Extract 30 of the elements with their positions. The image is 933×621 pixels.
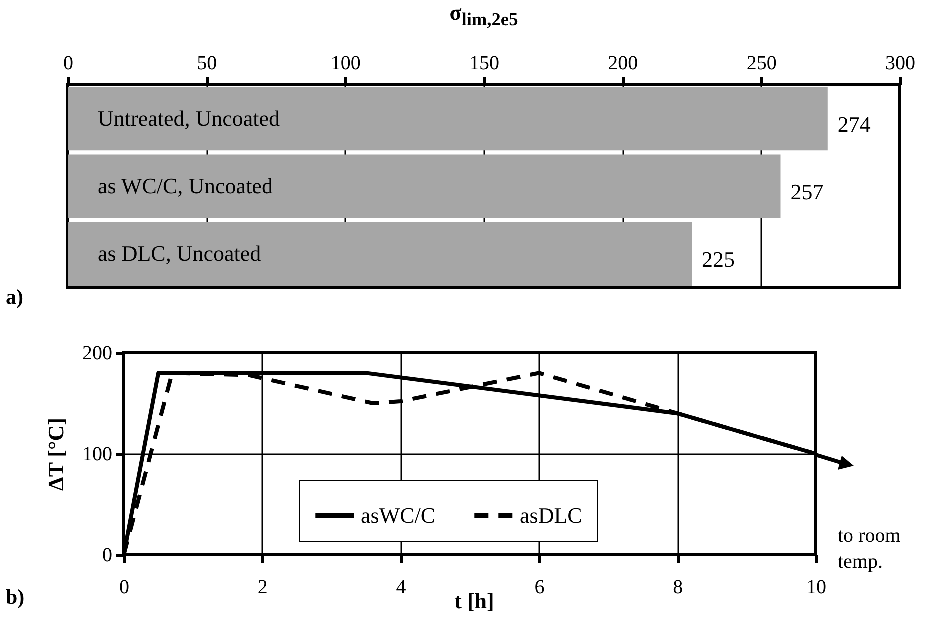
x-tick-label: 50: [197, 52, 218, 74]
legend-label: asDLC: [520, 503, 582, 528]
x-tick-label: 10: [806, 576, 826, 598]
x-tick-label: 100: [330, 52, 361, 74]
x-axis-title: σ$_{lim,2e5}$: [448, 0, 520, 30]
y-tick-label: 100: [82, 444, 112, 466]
y-tick-label: as DLC, Uncoated: [98, 241, 262, 266]
y-tick-label: Untreated, Uncoated: [98, 106, 280, 131]
data-label: 225: [702, 247, 735, 272]
data-label: 274: [838, 112, 871, 137]
y-axis-title: ΔT [°C]: [44, 418, 68, 491]
x-tick-label: 0: [120, 576, 130, 598]
x-tick-label: 8: [673, 576, 684, 598]
y-tick-label: as WC/C, Uncoated: [98, 174, 273, 198]
x-tick-label: 4: [396, 576, 406, 598]
text: to room temp.: [838, 524, 902, 575]
y-tick-label: 200: [82, 342, 112, 364]
x-tick-label: 2: [258, 576, 268, 598]
text: b): [6, 585, 25, 610]
data-label: 257: [790, 180, 824, 204]
text: a): [6, 285, 24, 310]
x-tick-label: 250: [746, 52, 777, 74]
x-tick-label: 150: [470, 52, 500, 74]
x-tick-label: 6: [534, 576, 545, 598]
x-axis-title: t [h]: [454, 588, 494, 614]
x-tick-label: 200: [608, 52, 638, 74]
y-tick-label: 0: [102, 544, 112, 566]
x-tick-label: 300: [886, 52, 916, 74]
x-tick-label: 0: [64, 52, 74, 74]
legend-label: asWC/C: [361, 503, 436, 528]
